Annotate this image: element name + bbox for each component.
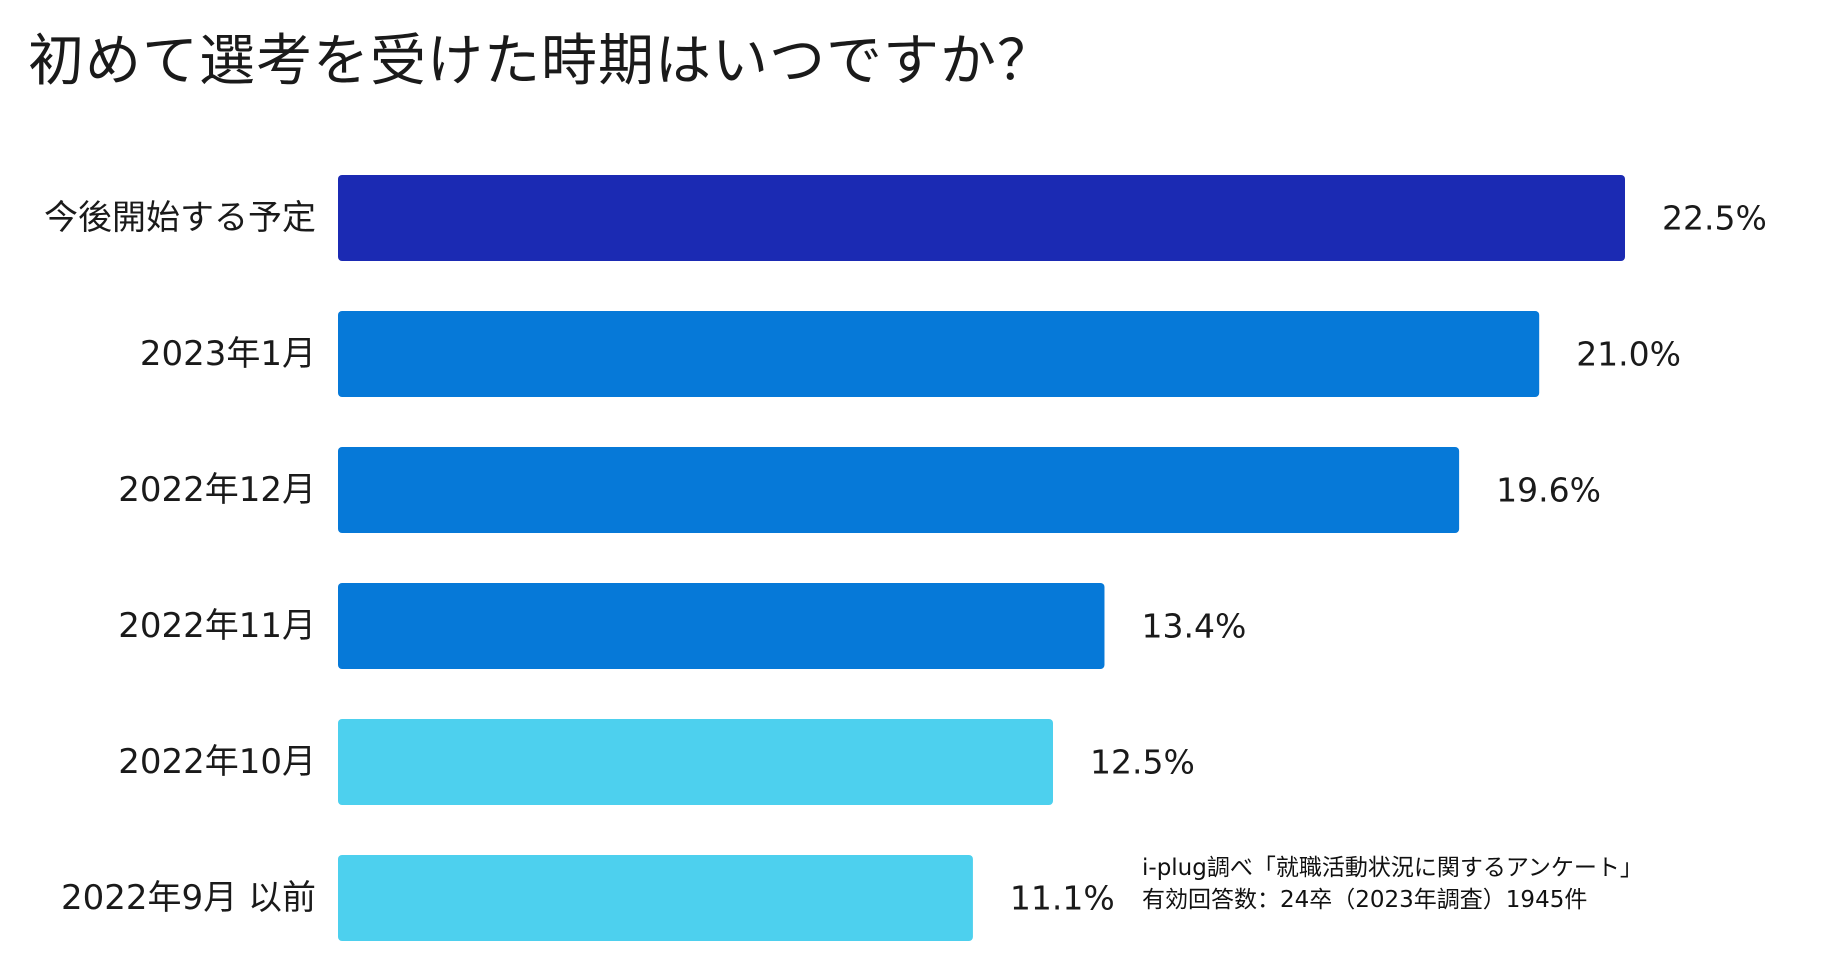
chart-title: 初めて選考を受けた時期はいつですか？ [28, 29, 1054, 94]
value-label-3: 13.4% [1141, 607, 1246, 646]
value-label-5: 11.1% [1010, 879, 1115, 918]
category-label-3: 2022年11月 [118, 606, 316, 646]
source-line-1: i-plug調べ「就職活動状況に関するアンケート」 [1142, 855, 1643, 881]
bar-5 [338, 855, 973, 941]
bar-0 [338, 175, 1625, 261]
bar-3 [338, 583, 1105, 669]
value-label-0: 22.5% [1662, 199, 1767, 238]
value-label-2: 19.6% [1496, 471, 1601, 510]
category-label-5: 2022年9月 以前 [61, 878, 316, 918]
bar-4 [338, 719, 1053, 805]
category-label-0: 今後開始する予定 [44, 198, 316, 238]
category-label-1: 2023年1月 [140, 334, 316, 374]
source-line-2: 有効回答数：24卒（2023年調査）1945件 [1142, 887, 1588, 913]
value-label-1: 21.0% [1576, 335, 1681, 374]
value-label-4: 12.5% [1090, 743, 1195, 782]
bar-2 [338, 447, 1460, 533]
category-label-4: 2022年10月 [118, 742, 316, 782]
category-label-2: 2022年12月 [118, 470, 316, 510]
source-note: i-plug調べ「就職活動状況に関するアンケート」 有効回答数：24卒（2023… [1142, 852, 1643, 916]
bar-1 [338, 311, 1540, 397]
